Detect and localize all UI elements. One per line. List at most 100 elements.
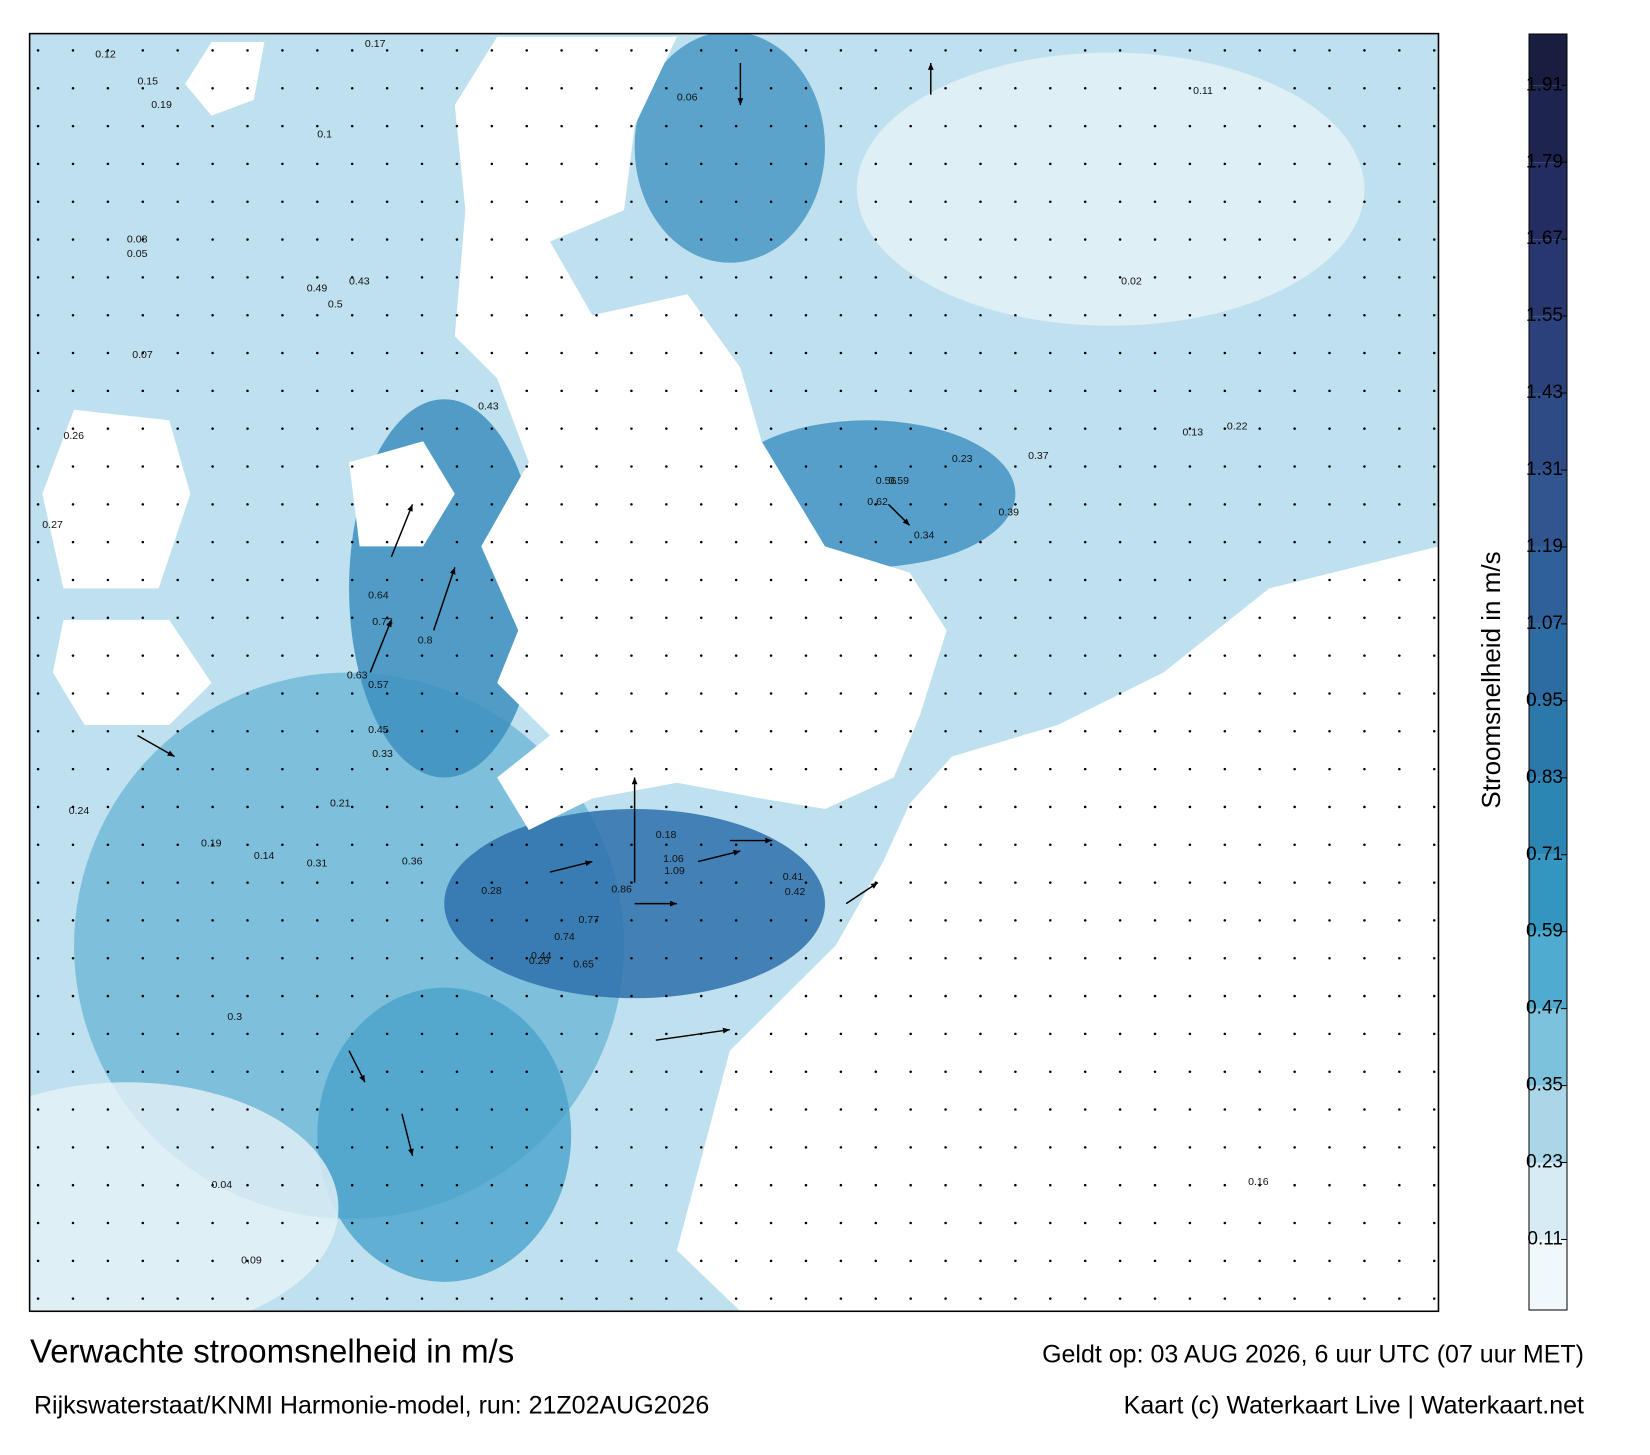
grid-dot — [385, 994, 389, 998]
grid-dot — [595, 427, 598, 430]
grid-dot — [1363, 805, 1366, 809]
grid-dot — [979, 540, 982, 544]
grid-dot — [734, 238, 738, 241]
speed-label: 0.11 — [1193, 85, 1213, 97]
grid-dot — [141, 1146, 145, 1149]
grid-dot — [1014, 200, 1017, 203]
grid-dot — [1398, 427, 1401, 430]
grid-dot — [1188, 843, 1192, 847]
grid-dot — [979, 692, 982, 695]
grid-dot — [1258, 1032, 1261, 1036]
grid-dot — [420, 351, 424, 355]
grid-dot — [455, 994, 459, 998]
grid-dot — [281, 654, 284, 657]
grid-dot — [630, 578, 633, 582]
grid-dot — [71, 616, 75, 620]
grid-dot — [874, 1297, 878, 1300]
grid-dot — [1398, 730, 1401, 733]
colorbar-tick-label: 1.55 — [1526, 305, 1563, 326]
grid-dot — [490, 994, 494, 998]
grid-dot — [979, 49, 982, 52]
grid-dot — [699, 654, 703, 657]
grid-dot — [979, 503, 982, 506]
grid-dot — [281, 465, 284, 468]
grid-dot — [246, 843, 249, 847]
grid-dot — [1328, 578, 1331, 582]
grid-dot — [106, 162, 110, 166]
grid-dot — [1293, 767, 1296, 771]
grid-dot — [316, 578, 319, 582]
grid-dot — [525, 276, 529, 279]
grid-dot — [141, 843, 145, 847]
grid-dot — [839, 276, 843, 279]
grid-dot — [455, 162, 459, 166]
grid-dot — [944, 956, 947, 960]
grid-dot — [176, 881, 179, 884]
grid-dot — [455, 654, 459, 657]
grid-dot — [211, 1032, 214, 1036]
grid-dot — [106, 1108, 110, 1111]
grid-dot — [1398, 200, 1401, 203]
grid-dot — [1432, 313, 1436, 317]
grid-dot — [1118, 1259, 1122, 1263]
grid-dot — [1328, 427, 1331, 430]
grid-dot — [385, 767, 389, 771]
grid-dot — [804, 881, 808, 884]
grid-dot — [420, 1221, 424, 1225]
grid-dot — [1432, 1146, 1436, 1149]
grid-dot — [350, 1032, 354, 1036]
grid-dot — [71, 389, 75, 393]
speed-label: 0.28 — [481, 885, 502, 897]
grid-dot — [909, 994, 912, 998]
map-frame — [28, 32, 1440, 1313]
grid-dot — [1328, 389, 1331, 393]
grid-dot — [211, 1108, 214, 1111]
grid-dot — [176, 389, 179, 393]
grid-dot — [176, 578, 179, 582]
grid-dot — [874, 1221, 878, 1225]
grid-dot — [909, 162, 912, 166]
grid-dot — [874, 1259, 878, 1263]
grid-dot — [1363, 1108, 1366, 1111]
grid-dot — [1014, 313, 1017, 317]
speed-label: 1.09 — [664, 865, 685, 877]
grid-dot — [1432, 1259, 1436, 1263]
grid-dot — [525, 994, 529, 998]
grid-dot — [1432, 162, 1436, 166]
grid-dot — [1363, 1183, 1366, 1187]
grid-dot — [1223, 654, 1227, 657]
grid-dot — [385, 465, 389, 468]
grid-dot — [525, 956, 529, 960]
grid-dot — [734, 49, 738, 52]
grid-dot — [36, 616, 40, 620]
grid-dot — [1363, 238, 1366, 241]
flow-arrow — [655, 1028, 730, 1041]
grid-dot — [909, 276, 912, 279]
grid-dot — [665, 881, 668, 884]
grid-dot — [699, 238, 703, 241]
grid-dot — [665, 1108, 668, 1111]
grid-dot — [420, 994, 424, 998]
grid-dot — [1432, 238, 1436, 241]
grid-dot — [874, 503, 878, 506]
grid-dot — [944, 162, 947, 166]
grid-dot — [1293, 956, 1296, 960]
grid-dot — [699, 692, 703, 695]
grid-dot — [1049, 730, 1052, 733]
colorbar-tick-label: 1.07 — [1526, 613, 1563, 634]
grid-dot — [455, 540, 459, 544]
grid-dot — [281, 124, 284, 128]
grid-dot — [595, 49, 598, 52]
grid-dot — [455, 351, 459, 355]
speed-labels: 0.120.150.190.10.170.050.070.260.270.240… — [42, 38, 1268, 1267]
grid-dot — [1258, 427, 1261, 430]
grid-dot — [769, 1183, 773, 1187]
grid-dot — [316, 843, 319, 847]
grid-dot — [490, 881, 494, 884]
grid-dot — [1328, 276, 1331, 279]
grid-dot — [36, 881, 40, 884]
grid-dot — [630, 276, 633, 279]
grid-dot — [909, 843, 912, 847]
grid-dot — [176, 276, 179, 279]
